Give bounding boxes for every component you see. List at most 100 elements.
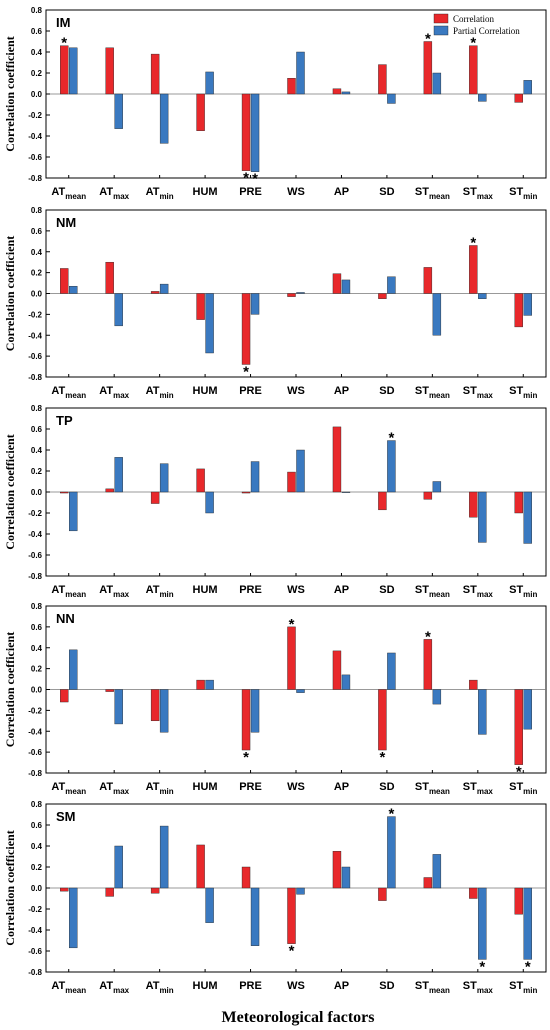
partial-correlation-bar (250, 887, 260, 946)
correlation-bar (423, 41, 433, 95)
correlation-bar (196, 679, 205, 690)
partial-correlation-bar (432, 854, 442, 889)
y-axis-label: Correlation coefficient (3, 36, 17, 151)
partial-correlation-bar (341, 91, 351, 95)
partial-correlation-bar (432, 293, 442, 336)
x-tick-label: STmax (463, 980, 494, 995)
y-tick-label: 0.0 (31, 488, 43, 497)
y-tick-label: 0.8 (31, 800, 43, 809)
partial-correlation-bar (205, 491, 214, 514)
partial-correlation-bar (69, 285, 78, 294)
significance-marker: * (525, 958, 531, 975)
partial-correlation-bar (432, 481, 442, 493)
x-tick-label: SD (379, 980, 394, 992)
partial-correlation-bar (69, 47, 78, 95)
correlation-bar (514, 689, 523, 765)
correlation-bar (105, 261, 114, 294)
correlation-bar (105, 689, 114, 692)
correlation-bar (287, 887, 296, 944)
significance-marker: * (388, 430, 394, 447)
significance-marker: * (425, 628, 431, 645)
y-tick-label: 0.0 (31, 90, 43, 99)
partial-correlation-bar (69, 649, 78, 690)
correlation-bar (514, 491, 523, 514)
partial-correlation-bar (523, 689, 532, 730)
x-tick-label: ATmean (51, 584, 86, 599)
partial-correlation-bar (69, 491, 78, 532)
partial-correlation-bar (432, 689, 442, 705)
y-tick-label: 0.6 (31, 425, 43, 434)
significance-marker: * (252, 171, 258, 188)
partial-correlation-bar (478, 93, 487, 102)
x-tick-label: ATmax (99, 385, 129, 400)
correlation-bar (241, 293, 251, 365)
x-tick-label: ATmin (146, 186, 174, 201)
x-tick-label: PRE (239, 584, 262, 596)
y-tick-label: 0.8 (31, 206, 43, 215)
correlation-bar (60, 45, 69, 95)
correlation-bar (241, 689, 251, 751)
y-tick-label: -0.2 (28, 706, 42, 715)
partial-correlation-bar (159, 283, 169, 294)
partial-correlation-bar (432, 72, 442, 95)
partial-correlation-bar (523, 293, 532, 316)
correlation-bar (105, 488, 114, 493)
partial-correlation-bar (114, 689, 123, 725)
partial-correlation-bar (478, 689, 487, 735)
y-tick-label: 0.2 (31, 69, 43, 78)
y-tick-label: -0.2 (28, 111, 42, 120)
correlation-bar (60, 887, 69, 892)
y-tick-label: 0.2 (31, 863, 43, 872)
x-tick-label: ATmean (51, 980, 86, 995)
correlation-bar (150, 491, 160, 504)
x-tick-label: SD (379, 186, 394, 198)
y-tick-label: 0.4 (31, 446, 43, 455)
partial-correlation-bar (387, 440, 396, 493)
correlation-bar (196, 468, 205, 493)
x-tick-label: AP (334, 385, 349, 397)
x-tick-label: WS (287, 385, 305, 397)
correlation-bar (378, 887, 387, 901)
x-tick-label: ATmean (51, 781, 86, 796)
panel-title: TP (56, 413, 73, 428)
x-tick-label: WS (287, 781, 305, 793)
y-tick-label: 0.0 (31, 290, 43, 299)
significance-marker: * (388, 806, 394, 823)
y-tick-label: 0.8 (31, 404, 43, 413)
x-tick-label: HUM (193, 781, 218, 793)
correlation-bar (60, 268, 69, 294)
x-tick-label: SD (379, 781, 394, 793)
x-tick-label: AP (334, 584, 349, 596)
x-tick-label: ATmax (99, 980, 129, 995)
x-tick-label: STmean (415, 584, 450, 599)
panel-sm: -0.8 -0.6 -0.4 -0.2 0.0 0.2 0.4 0.6 0.8 Correlati… (3, 800, 547, 995)
correlation-bar (150, 53, 160, 95)
partial-correlation-bar (250, 461, 260, 493)
y-tick-label: 0.8 (31, 6, 43, 15)
correlation-bar (332, 273, 342, 294)
y-tick-label: -0.6 (28, 352, 42, 361)
correlation-bar (287, 626, 296, 690)
significance-marker: * (289, 616, 295, 633)
partial-correlation-bar (478, 293, 487, 299)
x-tick-label: STmax (463, 385, 494, 400)
significance-marker: * (379, 749, 385, 766)
x-tick-label: STmean (415, 186, 450, 201)
panel-title: NN (56, 611, 75, 626)
legend-label-correlation: Correlation (453, 14, 494, 24)
y-tick-label: -0.8 (28, 968, 42, 977)
x-tick-label: STmax (463, 186, 494, 201)
y-tick-label: -0.8 (28, 373, 42, 382)
x-tick-label: ATmin (146, 584, 174, 599)
correlation-bar (196, 844, 205, 889)
panel-nm: -0.8 -0.6 -0.4 -0.2 0.0 0.2 0.4 0.6 0.8 Correlati… (3, 206, 547, 400)
panel-title: NM (56, 215, 76, 230)
partial-correlation-bar (250, 689, 260, 733)
y-axis-label: Correlation coefficient (3, 830, 17, 945)
x-tick-label: STmin (509, 781, 537, 796)
x-tick-label: STmin (509, 186, 537, 201)
y-tick-label: 0.2 (31, 269, 43, 278)
correlation-bar (378, 293, 387, 299)
partial-correlation-bar (523, 887, 532, 960)
